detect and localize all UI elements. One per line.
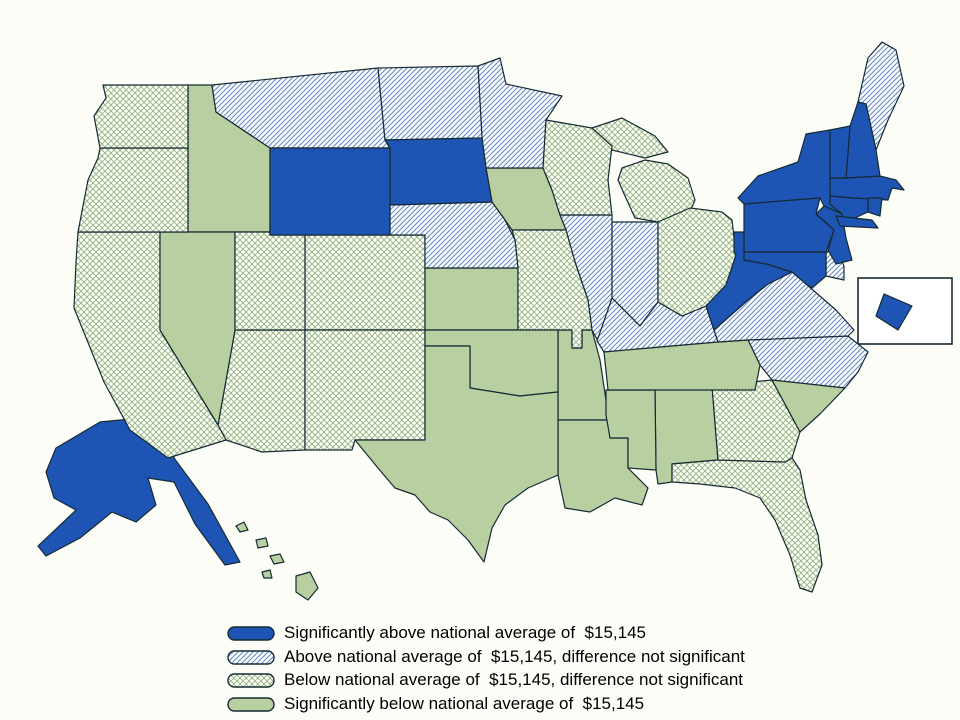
state-MS: [605, 389, 657, 471]
state-SC: [771, 379, 846, 433]
state-OR: [77, 147, 189, 233]
state-ND: [377, 65, 483, 141]
state-NM: [304, 329, 426, 451]
legend-label-below-not-significant: Below national average of $15,145, diffe…: [284, 670, 743, 689]
state-WA: [93, 84, 189, 149]
legend-swatches: [227, 626, 275, 712]
legend-swatch-sig-below: [227, 697, 275, 712]
states-layer: [37, 41, 913, 601]
state-NE: [389, 201, 519, 269]
state-PA: [743, 197, 835, 253]
legend-swatch-sig-above: [227, 626, 275, 641]
state-HI: [235, 521, 319, 601]
state-CO: [304, 234, 426, 331]
legend-swatch-below-not-significant: [227, 673, 275, 688]
state-WY: [269, 147, 391, 236]
state-FL: [671, 457, 823, 593]
legend-label-sig-above: Significantly above national average of …: [284, 623, 646, 642]
state-NC: [747, 335, 869, 389]
legend-label-above-not-significant: Above national average of $15,145, diffe…: [284, 647, 745, 666]
state-UT: [234, 231, 306, 331]
state-WI: [542, 119, 613, 216]
state-WV: [705, 231, 793, 331]
legend-swatch-above-not-significant: [227, 650, 275, 665]
state-NV: [159, 231, 236, 426]
legend-label-sig-below: Significantly below national average of …: [284, 694, 645, 713]
state-SD: [384, 137, 493, 206]
state-TX: [354, 345, 559, 563]
state-KS: [424, 267, 519, 331]
state-MA: [829, 175, 905, 201]
state-RI: [867, 197, 883, 217]
state-VT: [829, 125, 851, 179]
state-DC: [875, 293, 913, 331]
